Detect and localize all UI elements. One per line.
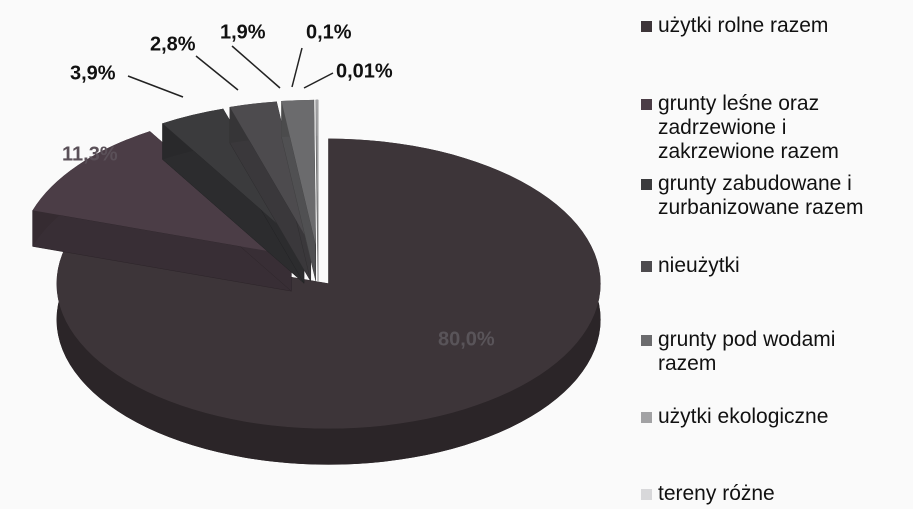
leader-line	[127, 75, 184, 98]
value-label: 11,3%	[62, 143, 118, 165]
leader-line	[195, 55, 239, 91]
value-label: 0,01%	[336, 60, 393, 82]
value-label: 1,9%	[220, 21, 266, 43]
slice	[229, 101, 312, 283]
legend-swatch	[641, 261, 652, 272]
value-label: 80,0%	[438, 328, 495, 350]
value-label: 0,1%	[306, 21, 352, 43]
leader-line	[303, 72, 334, 89]
slice-top	[315, 99, 318, 245]
legend-swatch	[641, 179, 652, 190]
value-label: 2,8%	[150, 33, 196, 55]
legend-item: grunty leśne oraz zadrzewione i zakrzewi…	[641, 92, 853, 164]
legend-swatch	[641, 412, 652, 423]
slice-top	[281, 99, 316, 245]
legend-label: użytki rolne razem	[658, 14, 829, 37]
leader-line	[291, 47, 303, 88]
legend-label: tereny różne	[658, 482, 775, 505]
legend-label: grunty pod wodami razem	[658, 328, 836, 375]
legend-item: grunty zabudowane i zurbanizowane razem	[641, 172, 893, 220]
legend-label: grunty leśne oraz zadrzewione i zakrzewi…	[658, 92, 839, 163]
legend-item: nieużytki	[641, 254, 898, 278]
slice	[56, 138, 601, 465]
legend-swatch	[641, 335, 652, 346]
leader-line	[231, 45, 281, 89]
legend-label: użytki ekologiczne	[658, 405, 829, 428]
legend-swatch	[641, 489, 652, 500]
slice-top	[162, 108, 304, 248]
legend-swatch	[641, 21, 652, 32]
legend-item: grunty pod wodami razem	[641, 328, 868, 376]
slice-top	[229, 101, 311, 246]
value-label: 3,9%	[70, 62, 116, 84]
slice	[281, 99, 316, 281]
slice-top	[32, 131, 292, 256]
legend-label: nieużytki	[658, 254, 740, 277]
slice-top	[56, 138, 601, 429]
legend-label: grunty zabudowane i zurbanizowane razem	[658, 172, 864, 219]
legend-item: użytki rolne razem	[641, 14, 913, 38]
legend-swatch	[641, 99, 652, 110]
legend-item: użytki ekologiczne	[641, 405, 913, 429]
legend-item: tereny różne	[641, 482, 913, 506]
